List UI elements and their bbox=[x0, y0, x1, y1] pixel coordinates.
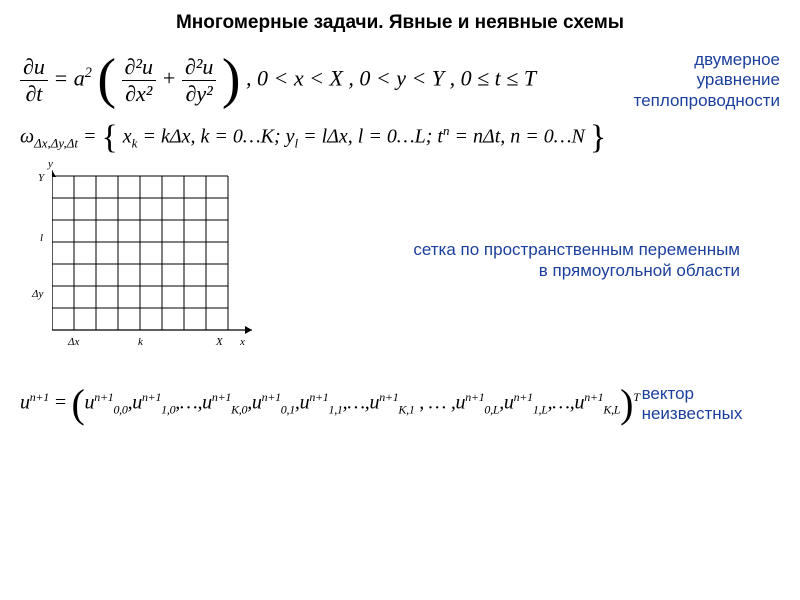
grid-definition: ωΔx,Δy,Δt = { xk = kΔx, k = 0…K; yl = lΔ… bbox=[20, 123, 780, 152]
paren-left: ( bbox=[97, 48, 116, 110]
sup-2: 2 bbox=[85, 65, 92, 81]
x-def: = kΔx, k = 0…K; y bbox=[142, 126, 294, 148]
unknown-vector: un+1 = (un+10,0,un+11,0,…,un+1K,0,un+10,… bbox=[20, 390, 640, 418]
xk-sub: k bbox=[132, 136, 138, 151]
brace-left: { bbox=[101, 119, 117, 156]
paren-right: ) bbox=[222, 48, 241, 110]
frac-den: ∂x² bbox=[122, 80, 156, 107]
note-grid: сетка по пространственным переменнымв пр… bbox=[413, 239, 780, 282]
frac-num: ∂²u bbox=[182, 54, 216, 80]
page-title: Многомерные задачи. Явные и неявные схем… bbox=[20, 12, 780, 34]
grid-svg bbox=[52, 170, 262, 350]
x-var: x bbox=[123, 126, 132, 148]
omega: ω bbox=[20, 126, 34, 148]
conditions: , 0 < x < X , 0 < y < Y , 0 ≤ t ≤ T bbox=[246, 66, 536, 91]
dx-label: Δx bbox=[68, 336, 79, 348]
l-label: l bbox=[40, 232, 43, 244]
y-max-label: Y bbox=[38, 172, 44, 184]
frac-num: ∂²u bbox=[122, 54, 156, 80]
frac-den: ∂y² bbox=[182, 80, 216, 107]
frac-num: ∂u bbox=[20, 54, 48, 80]
x-max-label: X bbox=[216, 336, 223, 348]
equals: = bbox=[83, 126, 102, 148]
note-heat-eq: двумерноеуравнениетеплопроводности bbox=[634, 50, 780, 111]
frac-den: ∂t bbox=[20, 80, 48, 107]
dy-label: Δy bbox=[32, 288, 43, 300]
grid-row: y Y l Δy Δx k X x сетка по пространствен… bbox=[20, 160, 780, 360]
vector-row: un+1 = (un+10,0,un+11,0,…,un+1K,0,un+10,… bbox=[20, 384, 780, 425]
t-def: = nΔt, n = 0…N bbox=[454, 126, 584, 148]
x-axis-label: x bbox=[240, 336, 245, 348]
note-vector: векторнеизвестных bbox=[642, 384, 743, 425]
equation-row-1: ∂u ∂t = a2 ( ∂²u ∂x² + ∂²u ∂y² ) , 0 < x… bbox=[20, 50, 780, 111]
brace-right: } bbox=[590, 119, 606, 156]
yl-sub: l bbox=[294, 136, 298, 151]
grid-diagram: y Y l Δy Δx k X x bbox=[20, 160, 280, 360]
heat-equation: ∂u ∂t = a2 ( ∂²u ∂x² + ∂²u ∂y² ) , 0 < x… bbox=[20, 54, 536, 107]
coef-a: a bbox=[74, 66, 85, 91]
y-axis-label: y bbox=[48, 158, 53, 170]
y-def: = lΔx, l = 0…L; t bbox=[303, 126, 443, 148]
omega-sub: Δx,Δy,Δt bbox=[34, 136, 78, 151]
equals: = bbox=[53, 66, 73, 91]
plus: + bbox=[162, 66, 182, 91]
tn-sup: n bbox=[443, 123, 450, 138]
k-label: k bbox=[138, 336, 143, 348]
